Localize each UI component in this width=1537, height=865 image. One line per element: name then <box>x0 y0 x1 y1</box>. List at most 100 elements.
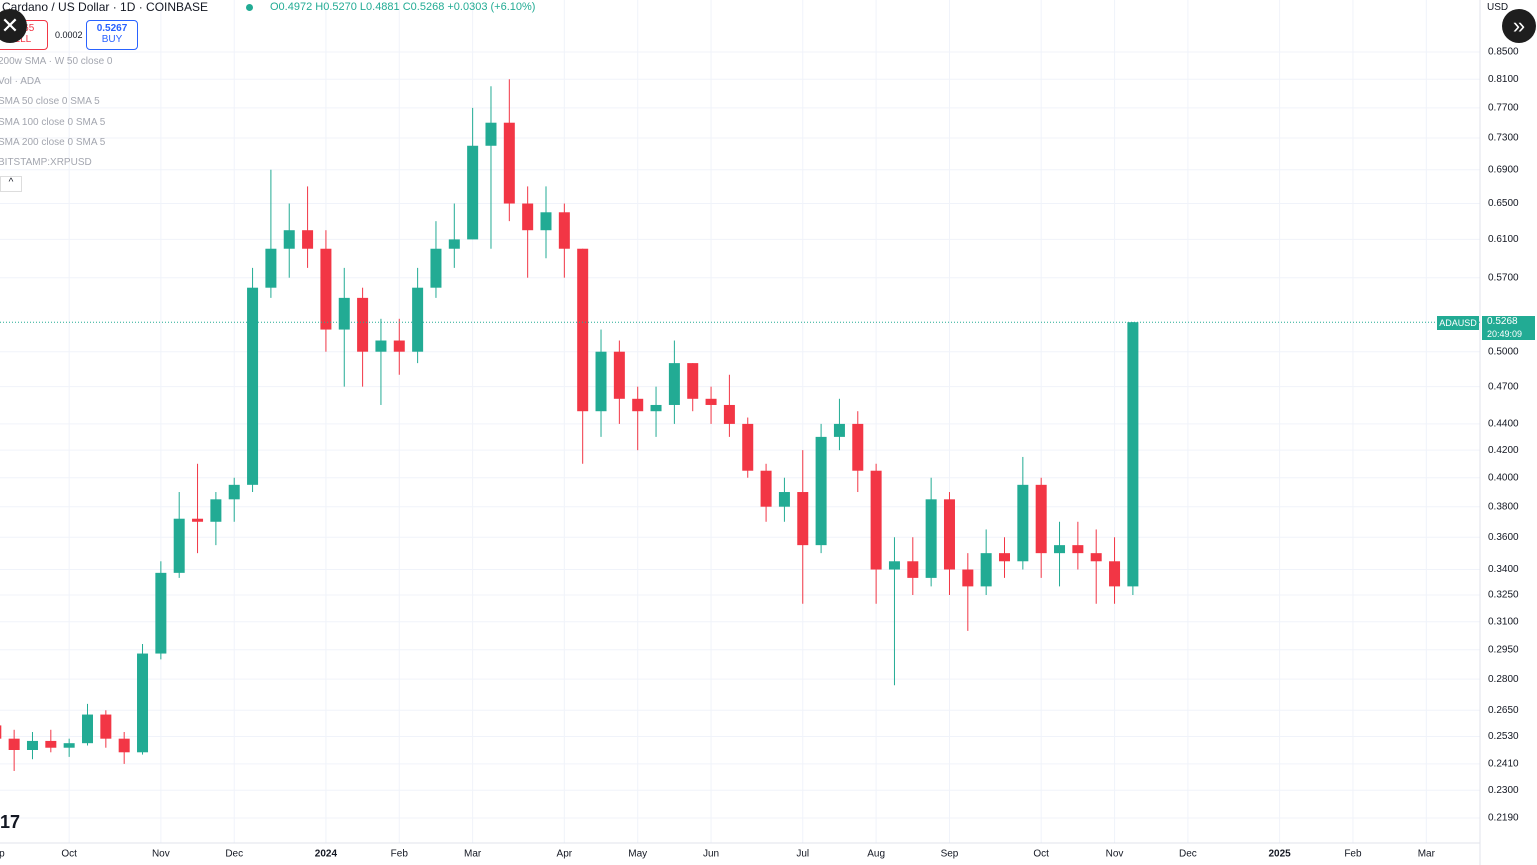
y-tick-label: 0.3100 <box>1488 616 1519 627</box>
countdown: 20:49:09 <box>1487 329 1523 339</box>
symbol-title[interactable]: Cardano / US Dollar · 1D · COINBASE <box>2 0 209 14</box>
candle-body <box>265 248 277 288</box>
candle-body <box>283 230 295 249</box>
x-tick-label: Nov <box>152 849 170 860</box>
candle-body <box>338 297 350 330</box>
buy-price: 0.5267 <box>96 23 128 34</box>
symbol-tag: ADAUSD <box>1437 316 1479 330</box>
candle-body <box>137 653 149 753</box>
y-tick-label: 0.5000 <box>1488 346 1519 357</box>
candle-body <box>595 351 607 412</box>
collapse-button[interactable]: ^ <box>0 176 22 192</box>
x-tick-label: Aug <box>867 849 885 860</box>
candle-body <box>247 287 259 485</box>
candle-body <box>0 725 2 739</box>
candle-body <box>1127 322 1139 587</box>
candle-body <box>540 212 552 231</box>
y-tick-label: 0.2300 <box>1488 785 1519 796</box>
candle-body <box>155 572 167 654</box>
candle-body <box>118 738 130 753</box>
x-tick-label: 2024 <box>315 849 338 860</box>
candle-body <box>26 740 38 751</box>
candle-body <box>852 423 864 471</box>
x-tick-label: Apr <box>557 849 573 860</box>
x-tick-label: Mar <box>1418 849 1436 860</box>
indicator[interactable]: 200w SMA · W 50 close 0 <box>0 56 113 67</box>
status-dot <box>246 4 253 11</box>
candle-body <box>815 436 827 546</box>
candle-body <box>705 398 717 405</box>
logo: 17 <box>0 812 21 832</box>
last-price: 0.5268 <box>1487 316 1518 327</box>
ohlc: O0.4972 H0.5270 L0.4881 C0.5268 +0.0303 … <box>270 1 536 13</box>
x-tick-label: Feb <box>1344 849 1362 860</box>
candle-body <box>760 470 772 507</box>
candle-body <box>45 740 57 748</box>
candle-body <box>998 553 1011 562</box>
x-tick-label: Jun <box>703 849 719 860</box>
candle-body <box>81 714 94 744</box>
indicator[interactable]: BITSTAMP:XRPUSD <box>0 157 92 168</box>
x-tick-label: Dec <box>225 849 243 860</box>
candle-body <box>962 569 974 587</box>
y-tick-label: 0.2950 <box>1488 644 1519 655</box>
buy-label: BUY <box>101 34 123 45</box>
candle-body <box>833 423 845 437</box>
indicator[interactable]: Vol · ADA <box>0 76 41 88</box>
candle-body <box>577 248 589 412</box>
close-button[interactable]: ✕ <box>0 9 27 43</box>
candle-body <box>870 470 882 570</box>
candle-body <box>1109 561 1121 587</box>
x-tick-label: Mar <box>464 849 482 860</box>
candle-body <box>412 287 424 352</box>
y-tick-label: 0.4000 <box>1488 472 1519 483</box>
expand-button[interactable]: » <box>1502 9 1536 43</box>
candle-body <box>467 145 479 240</box>
candle-body <box>943 499 955 570</box>
candle-body <box>192 518 204 522</box>
y-tick-label: 0.5700 <box>1488 272 1519 283</box>
candle-body <box>980 553 992 587</box>
candle-body <box>907 561 919 578</box>
price-tag: 0.5268 20:49:09 <box>1482 316 1535 340</box>
y-tick-label: 0.2530 <box>1488 731 1519 742</box>
x-tick-label: 2025 <box>1268 849 1291 860</box>
candle-body <box>1035 484 1047 554</box>
candle-body <box>1017 484 1029 562</box>
buy-button[interactable]: 0.5267 BUY <box>86 20 138 50</box>
indicator[interactable]: SMA 50 close 0 SMA 5 <box>0 96 100 108</box>
x-tick-label: Feb <box>391 849 409 860</box>
y-tick-label: 0.3800 <box>1488 501 1519 512</box>
y-tick-label: 0.2650 <box>1488 705 1519 716</box>
candle-body <box>63 743 75 748</box>
candle-body <box>558 212 570 249</box>
candle-body <box>925 499 937 578</box>
x-tick-label: Sep <box>0 849 5 860</box>
candle-body <box>723 404 735 424</box>
candle-body <box>448 239 460 249</box>
candle-body <box>100 714 112 739</box>
currency[interactable]: USD <box>1487 2 1509 13</box>
indicator[interactable]: SMA 200 close 0 SMA 5 <box>0 136 106 148</box>
candle-body <box>1072 545 1084 554</box>
y-tick-label: 0.3400 <box>1488 564 1519 575</box>
candle-body <box>522 203 534 231</box>
candle-body <box>228 484 240 500</box>
candle-body <box>485 122 497 146</box>
y-tick-label: 0.6900 <box>1488 164 1519 175</box>
candle-body <box>632 398 644 412</box>
candle-body <box>302 230 314 249</box>
candle-body <box>430 248 442 288</box>
x-tick-label: May <box>628 849 647 860</box>
indicator[interactable]: SMA 100 close 0 SMA 5 <box>0 116 106 128</box>
candle-body <box>375 340 387 352</box>
x-tick-label: Sep <box>941 849 959 860</box>
y-tick-label: 0.3600 <box>1488 532 1519 543</box>
y-tick-label: 0.2410 <box>1488 759 1519 770</box>
y-tick-label: 0.8500 <box>1488 47 1519 58</box>
y-tick-label: 0.7300 <box>1488 133 1519 144</box>
y-tick-label: 0.3250 <box>1488 590 1519 601</box>
candle-body <box>1054 545 1066 554</box>
candle-body <box>778 492 790 507</box>
